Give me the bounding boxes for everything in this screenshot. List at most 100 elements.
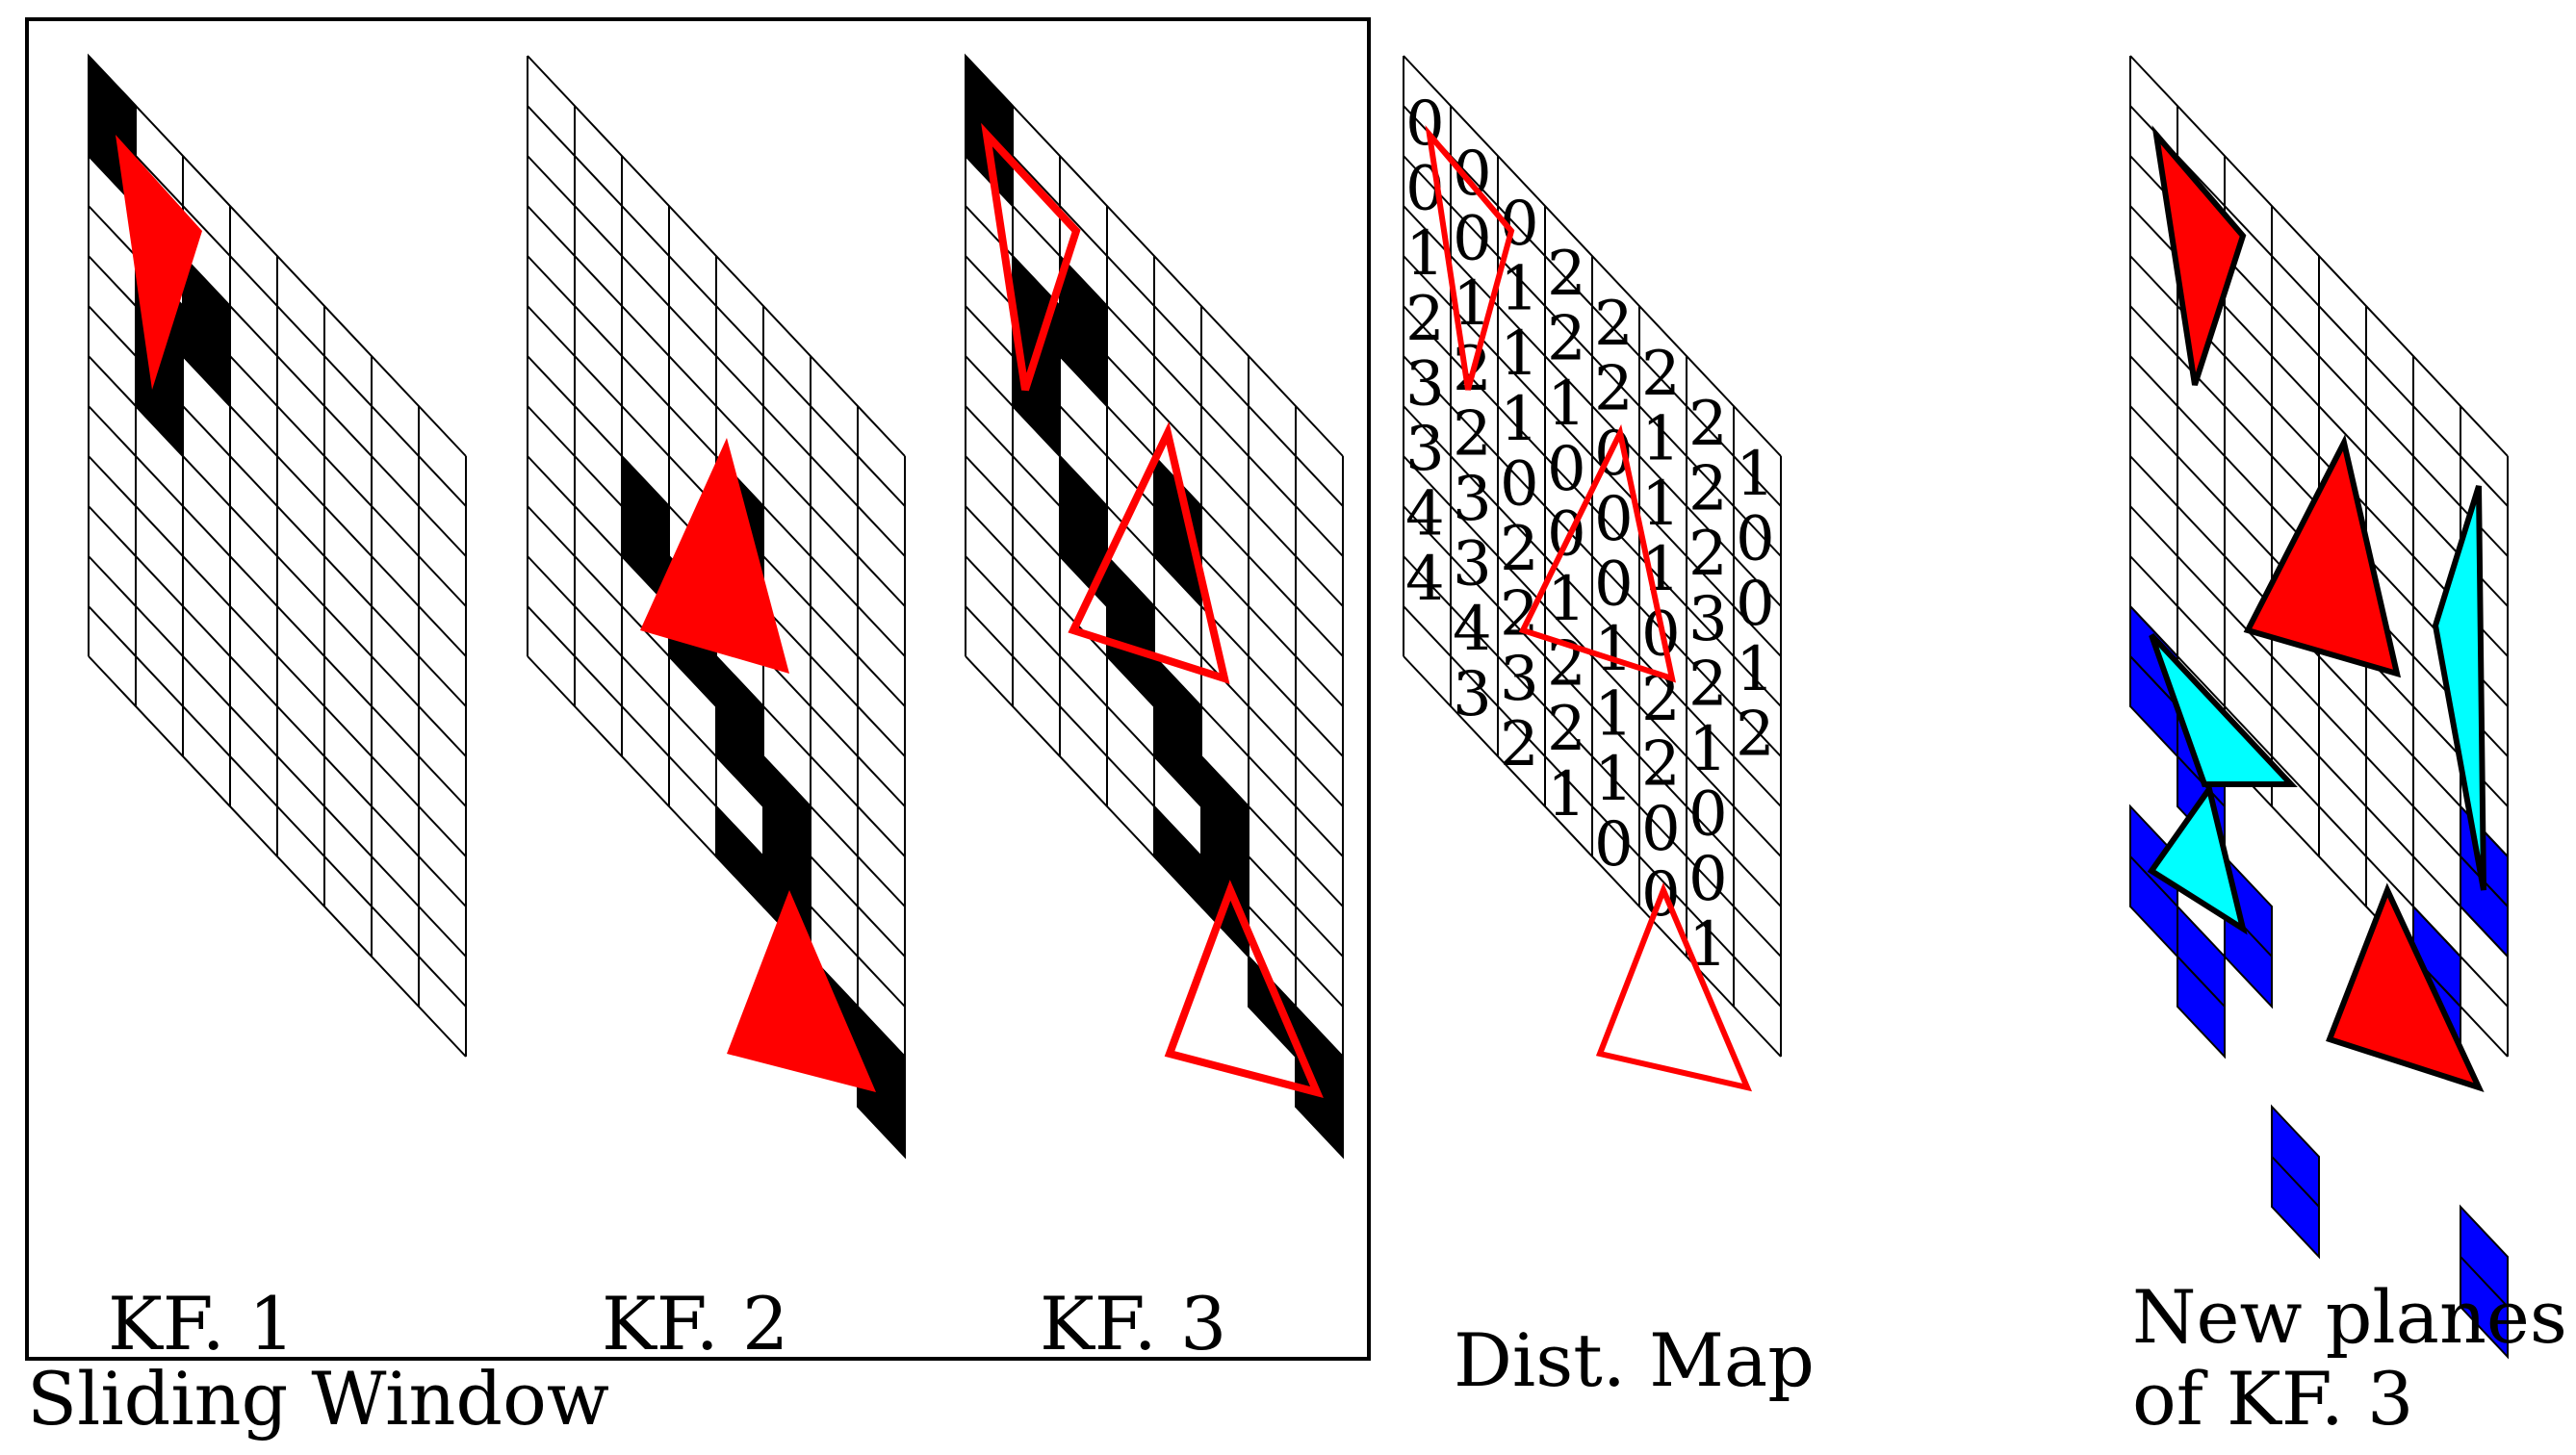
sliding-window-frame: [25, 17, 1371, 1361]
kf2-grid-line: [527, 105, 906, 507]
kf3-grid-line: [965, 155, 1344, 557]
kf3-grid-line: [965, 655, 1344, 1058]
distance-value: 2: [1688, 454, 1728, 525]
distance-value: 1: [1547, 369, 1586, 440]
kf2-grid-line: [527, 455, 906, 857]
distance-value: 2: [1453, 398, 1492, 470]
distance-map-grid: 0012334400122334301110223222100122122000…: [1403, 55, 1782, 1058]
new-cell: [2271, 1154, 2320, 1260]
distance-value: 0: [1594, 809, 1634, 881]
distance-value: 4: [1405, 479, 1445, 550]
distance-value: 0: [1688, 779, 1728, 851]
kf1-grid-line: [88, 505, 467, 907]
dist-grid-line: [1403, 155, 1782, 557]
kf3-cell: [1153, 804, 1202, 909]
distance-value: 1: [1594, 614, 1634, 685]
kf1-grid-line: [88, 355, 467, 757]
distance-value: 1: [1500, 319, 1539, 390]
new-plane-red-2: [2243, 434, 2402, 678]
distance-value: 2: [1641, 729, 1681, 801]
new-grid-line: [2129, 105, 2509, 507]
new-grid-line: [2129, 505, 2509, 907]
distance-value: 0: [1453, 204, 1492, 275]
kf3-cell: [1248, 954, 1297, 1059]
distance-value: 0: [1547, 434, 1586, 505]
distance-value: 4: [1453, 594, 1492, 665]
sliding-window-label: Sliding Window: [27, 1356, 609, 1442]
dist-plane-outline-1: [1425, 125, 1515, 391]
dist-map-label: Dist. Map: [1454, 1317, 1815, 1403]
distance-value: 1: [1500, 384, 1539, 455]
dist-grid-line: [1403, 405, 1782, 807]
kf3-grid-line: [965, 505, 1344, 907]
kf3-plane-outline-2: [1068, 421, 1230, 684]
kf3-plane-outline-3: [1164, 880, 1324, 1098]
kf3-grid-line: [965, 405, 1344, 807]
new-grid-line: [2129, 55, 2509, 457]
distance-value: 2: [1688, 649, 1728, 720]
kf3-plane-outline-1: [981, 122, 1081, 392]
new-planes-label-line1: New planes: [2132, 1274, 2567, 1360]
distance-value: 3: [1453, 659, 1492, 730]
new-plane-red-1: [2151, 125, 2247, 386]
new-plane-cyan-2: [2147, 781, 2248, 935]
kf2-grid-line: [527, 155, 906, 557]
kf3-grid: [965, 53, 1344, 1160]
distance-value: 0: [1688, 844, 1728, 915]
kf2-grid-line: [527, 255, 906, 657]
distance-value: 2: [1641, 339, 1681, 410]
distance-value: 1: [1688, 714, 1728, 785]
kf3-grid-line: [965, 555, 1344, 957]
distance-value: 1: [1547, 759, 1586, 830]
distance-value: 1: [1736, 634, 1775, 705]
distance-value: 3: [1405, 348, 1445, 420]
distance-value: 3: [1405, 414, 1445, 485]
kf2-grid-line: [527, 655, 906, 1058]
kf2-grid-line: [527, 605, 906, 1008]
kf3-grid-line: [965, 205, 1344, 607]
kf1-grid-line: [88, 605, 467, 1008]
dist-plane-outline-2: [1518, 423, 1677, 683]
kf3-grid-line: [965, 605, 1344, 1008]
dist-grid-line: [1403, 55, 1782, 457]
distance-value: 2: [1594, 354, 1634, 425]
dist-grid-line: [1403, 105, 1782, 507]
new-plane-cyan-1: [2149, 632, 2298, 787]
distance-value: 3: [1688, 584, 1728, 655]
distance-value: 2: [1500, 709, 1539, 780]
kf2-plane-2: [727, 890, 876, 1092]
distance-value: 2: [1688, 389, 1728, 460]
distance-value: 0: [1594, 484, 1634, 555]
dist-grid-line: [1403, 255, 1782, 657]
dist-grid-line: [1403, 655, 1782, 1058]
kf3-grid-line: [965, 55, 1344, 457]
distance-value: 4: [1405, 544, 1445, 615]
distance-value: 0: [1500, 448, 1539, 520]
distance-value: 0: [1594, 549, 1634, 620]
distance-value: 1: [1736, 439, 1775, 510]
kf3-grid-line: [965, 105, 1344, 507]
kf2-grid-line: [527, 505, 906, 907]
distance-value: 1: [1594, 679, 1634, 751]
distance-value: 2: [1688, 519, 1728, 590]
distance-value: 1: [1641, 469, 1681, 540]
dist-plane-outline-3: [1595, 882, 1753, 1092]
kf1-grid-line: [88, 105, 467, 507]
kf1-grid-line: [88, 555, 467, 957]
distance-value: 0: [1736, 504, 1775, 575]
distance-value: 2: [1500, 514, 1539, 585]
kf2-grid-line: [527, 205, 906, 607]
distance-value: 0: [1641, 794, 1681, 865]
new-planes-label-line2: of KF. 3: [2132, 1356, 2413, 1442]
distance-value: 2: [1547, 304, 1586, 375]
kf1-grid-line: [88, 405, 467, 807]
distance-value: 1: [1500, 254, 1539, 325]
kf2-grid-line: [527, 55, 906, 457]
new-cell: [2177, 954, 2226, 1059]
kf2-plane-1: [640, 438, 789, 674]
kf1-grid-line: [88, 55, 467, 457]
distance-value: 3: [1453, 529, 1492, 600]
distance-value: 0: [1736, 569, 1775, 640]
dist-grid-line: [1403, 555, 1782, 957]
